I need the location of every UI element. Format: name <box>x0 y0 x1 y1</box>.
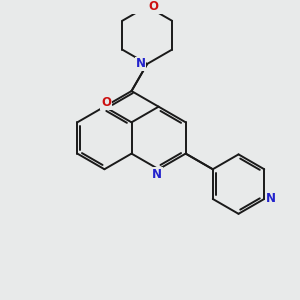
Text: N: N <box>136 58 146 70</box>
Text: O: O <box>148 0 158 13</box>
Text: N: N <box>152 168 162 181</box>
Text: N: N <box>266 193 275 206</box>
Text: O: O <box>101 96 111 109</box>
